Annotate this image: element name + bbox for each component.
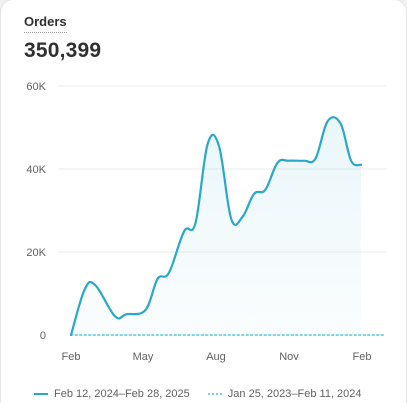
series-area-current [71,117,361,336]
metric-value: 350,399 [24,39,102,62]
x-tick-label: Aug [206,351,226,363]
x-tick-label: May [133,351,154,363]
legend-item-previous[interactable]: Jan 25, 2023–Feb 11, 2024 [207,388,362,400]
x-tick-label: Feb [62,351,81,363]
legend-swatch-current [34,393,48,395]
legend-item-current[interactable]: Feb 12, 2024–Feb 28, 2025 [34,388,190,400]
x-tick-label: Feb [353,351,372,363]
y-tick-label: 0 [40,330,46,342]
legend: Feb 12, 2024–Feb 28, 2025 Jan 25, 2023–F… [34,385,362,403]
series-line-current [69,116,363,337]
x-tick-label: Nov [279,351,299,363]
legend-label-current: Feb 12, 2024–Feb 28, 2025 [54,388,190,400]
legend-label-previous: Jan 25, 2023–Feb 11, 2024 [227,388,362,400]
y-tick-label: 60K [26,81,46,93]
y-tick-label: 20K [26,247,46,259]
line-chart: 0 20K 40K 60K Feb May Aug Nov Feb [26,81,386,363]
metric-title[interactable]: Orders [24,14,67,33]
legend-swatch-previous [207,393,222,395]
y-tick-label: 40K [26,164,46,176]
